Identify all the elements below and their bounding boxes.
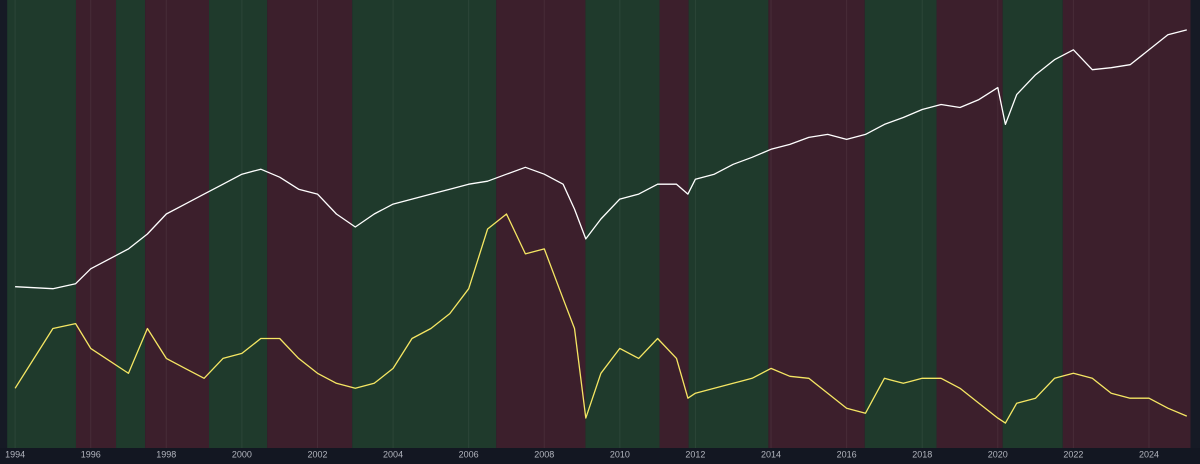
regime-band bbox=[267, 0, 353, 448]
series-line bbox=[14, 213, 1188, 424]
x-tick-label: 2006 bbox=[459, 449, 479, 459]
x-tick-label: 2016 bbox=[837, 449, 857, 459]
x-tick-label: 2014 bbox=[761, 449, 781, 459]
regime-band bbox=[688, 0, 769, 448]
regime-band bbox=[496, 0, 586, 448]
regime-band bbox=[864, 0, 937, 448]
x-tick-label: 2010 bbox=[610, 449, 630, 459]
x-tick-label: 2018 bbox=[912, 449, 932, 459]
x-tick-label: 2000 bbox=[232, 449, 252, 459]
x-tick-label: 2002 bbox=[307, 449, 327, 459]
regime-band bbox=[936, 0, 1003, 448]
x-tick-label: 2022 bbox=[1063, 449, 1083, 459]
regime-band bbox=[659, 0, 689, 448]
x-tick-label: 2012 bbox=[685, 449, 705, 459]
regime-band bbox=[116, 0, 146, 448]
series-line bbox=[15, 29, 1187, 290]
regime-band bbox=[352, 0, 497, 448]
regime-band bbox=[768, 0, 865, 448]
regime-band bbox=[1002, 0, 1063, 448]
regime-band bbox=[145, 0, 210, 448]
regime-band bbox=[7, 0, 76, 448]
regime-band bbox=[209, 0, 268, 448]
x-tick-label: 2024 bbox=[1139, 449, 1159, 459]
x-tick-label: 1996 bbox=[81, 449, 101, 459]
x-tick-label: 2004 bbox=[383, 449, 403, 459]
x-tick-label: 1994 bbox=[5, 449, 25, 459]
x-tick-label: 1998 bbox=[156, 449, 176, 459]
regime-band bbox=[75, 0, 117, 448]
x-tick-label: 2008 bbox=[534, 449, 554, 459]
x-tick-label: 2020 bbox=[988, 449, 1008, 459]
regime-band bbox=[1062, 0, 1191, 448]
